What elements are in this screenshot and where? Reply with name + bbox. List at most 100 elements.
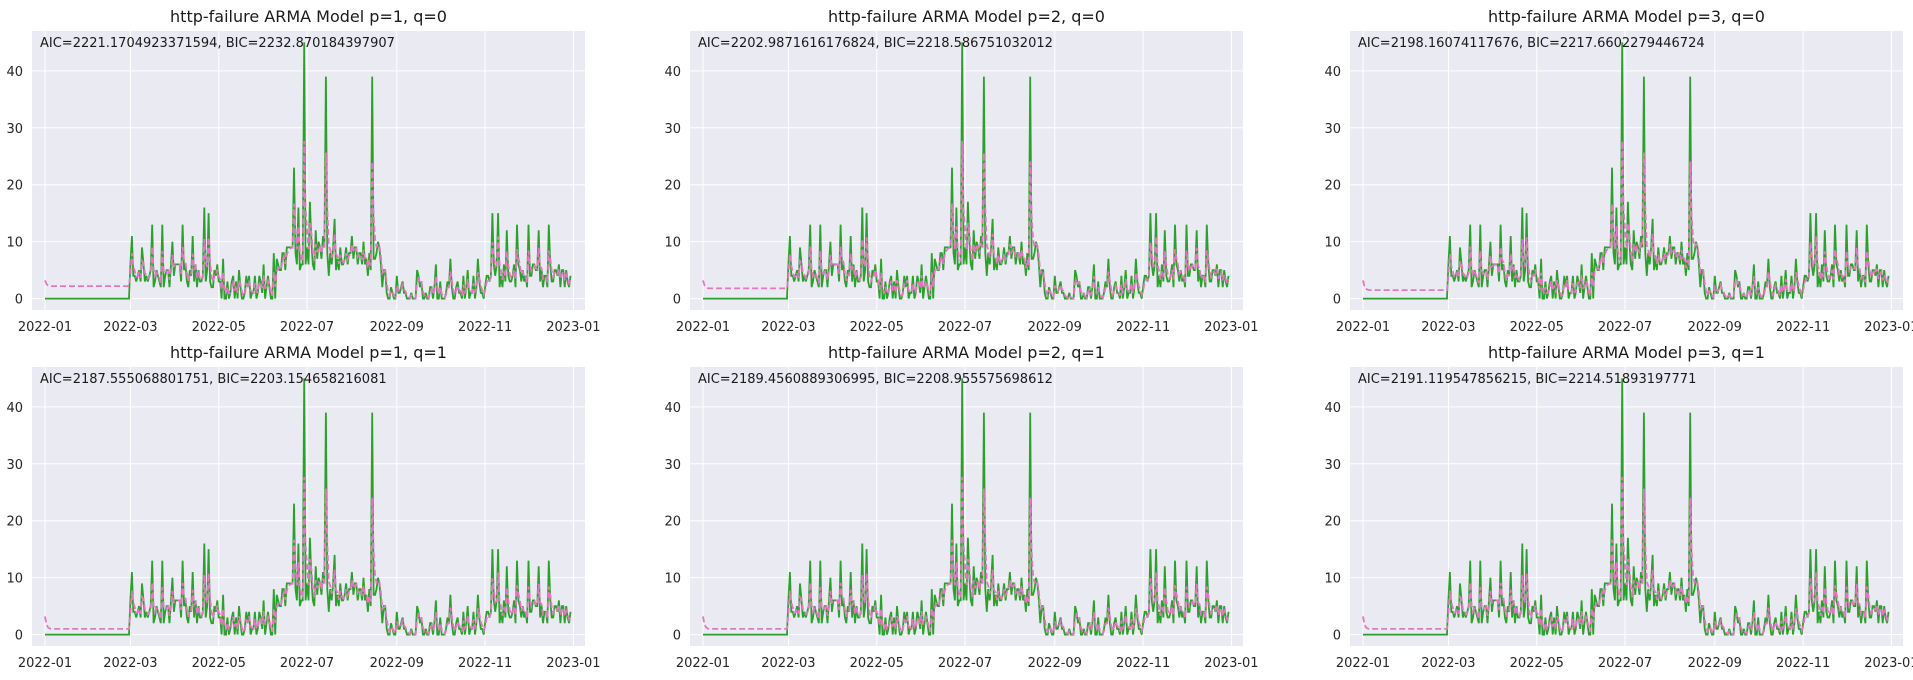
aic-bic-annotation: AIC=2221.1704923371594, BIC=2232.8701843… [40,36,395,51]
plot-area [32,367,585,646]
y-tick-label: 10 [6,236,23,251]
y-tick-label: 40 [1324,65,1341,80]
subplot-title: http-failure ARMA Model p=2, q=1 [828,343,1105,362]
y-tick-label: 0 [15,293,23,308]
y-tick-label: 20 [6,179,23,194]
subplot-title: http-failure ARMA Model p=1, q=0 [170,7,447,26]
y-tick-label: 30 [664,122,681,137]
plot-area [690,31,1243,310]
x-tick-label: 2022-11 [458,320,512,335]
x-tick-label: 2022-09 [370,656,424,671]
x-tick-label: 2022-05 [850,320,904,335]
aic-bic-annotation: AIC=2189.4560889306995, BIC=2208.9555756… [698,372,1053,387]
y-tick-label: 30 [6,458,23,473]
x-tick-label: 2022-11 [1776,320,1830,335]
x-tick-label: 2022-03 [1421,656,1475,671]
y-tick-label: 10 [1324,236,1341,251]
x-tick-label: 2022-05 [192,656,246,671]
x-tick-label: 2022-09 [1028,656,1082,671]
x-tick-label: 2022-09 [1688,320,1742,335]
y-tick-label: 20 [1324,515,1341,530]
x-tick-label: 2022-09 [370,320,424,335]
x-tick-label: 2023-01 [1864,320,1913,335]
x-tick-label: 2022-05 [850,656,904,671]
y-tick-label: 20 [1324,179,1341,194]
y-tick-label: 10 [664,236,681,251]
y-tick-label: 0 [1333,293,1341,308]
x-tick-label: 2022-11 [1116,656,1170,671]
x-tick-label: 2022-03 [1421,320,1475,335]
y-tick-label: 40 [1324,401,1341,416]
fitted-series-line [1362,140,1890,300]
subplot-title: http-failure ARMA Model p=3, q=0 [1488,7,1765,26]
subplot-title: http-failure ARMA Model p=2, q=0 [828,7,1105,26]
x-tick-label: 2023-01 [1204,656,1258,671]
subplot-3: 2022-01 2022-03 2022-05 2022-07 2022-09 2022-… [1324,7,1913,335]
y-tick-label: 0 [1333,629,1341,644]
fitted-series-line [44,140,572,300]
x-tick-label: 2022-01 [1336,320,1390,335]
x-tick-label: 2023-01 [1864,656,1913,671]
subplot-6: 2022-01 2022-03 2022-05 2022-07 2022-09 2022-… [1324,343,1913,671]
y-tick-label: 0 [673,629,681,644]
subplot-5: 2022-01 2022-03 2022-05 2022-07 2022-09 2022-… [664,343,1258,671]
fitted-series-line [702,476,1230,636]
x-tick-label: 2022-01 [1336,656,1390,671]
x-tick-label: 2022-03 [761,656,815,671]
y-tick-label: 10 [664,572,681,587]
x-tick-label: 2022-03 [103,656,157,671]
x-tick-label: 2022-09 [1028,320,1082,335]
y-tick-label: 20 [664,515,681,530]
y-tick-label: 40 [6,65,23,80]
fitted-series-line [702,140,1230,300]
y-tick-label: 20 [664,179,681,194]
subplot-4: 2022-01 2022-03 2022-05 2022-07 2022-09 2022-… [6,343,600,671]
x-tick-label: 2022-07 [1598,320,1652,335]
subplot-title: http-failure ARMA Model p=1, q=1 [170,343,447,362]
x-tick-label: 2022-05 [192,320,246,335]
x-tick-label: 2022-11 [458,656,512,671]
aic-bic-annotation: AIC=2198.16074117676, BIC=2217.660227944… [1358,36,1705,51]
x-tick-label: 2022-07 [280,320,334,335]
x-tick-label: 2022-01 [18,320,72,335]
aic-bic-annotation: AIC=2202.9871616176824, BIC=2218.5867510… [698,36,1053,51]
y-tick-label: 30 [1324,458,1341,473]
fitted-series-line [44,476,572,636]
y-tick-label: 20 [6,515,23,530]
aic-bic-annotation: AIC=2191.119547856215, BIC=2214.51893197… [1358,372,1696,387]
y-tick-label: 10 [1324,572,1341,587]
x-tick-label: 2022-07 [938,656,992,671]
x-tick-label: 2023-01 [546,656,600,671]
y-tick-label: 0 [15,629,23,644]
x-tick-label: 2022-01 [18,656,72,671]
subplot-2: 2022-01 2022-03 2022-05 2022-07 2022-09 2022-… [664,7,1258,335]
x-tick-label: 2022-07 [938,320,992,335]
y-tick-label: 30 [664,458,681,473]
plot-area [690,367,1243,646]
x-tick-label: 2022-05 [1510,320,1564,335]
y-tick-label: 40 [664,401,681,416]
fitted-series-line [1362,476,1890,636]
plot-area [1350,367,1903,646]
y-tick-label: 40 [664,65,681,80]
aic-bic-annotation: AIC=2187.555068801751, BIC=2203.15465821… [40,372,387,387]
y-tick-label: 40 [6,401,23,416]
x-tick-label: 2022-07 [280,656,334,671]
x-tick-label: 2022-05 [1510,656,1564,671]
x-tick-label: 2022-01 [676,320,730,335]
x-tick-label: 2023-01 [1204,320,1258,335]
y-tick-label: 10 [6,572,23,587]
plot-area [32,31,585,310]
x-tick-label: 2022-11 [1116,320,1170,335]
y-tick-label: 30 [1324,122,1341,137]
y-tick-label: 30 [6,122,23,137]
x-tick-label: 2022-03 [761,320,815,335]
subplot-1: 2022-01 2022-03 2022-05 2022-07 2022-09 2022-… [6,7,600,335]
plot-area [1350,31,1903,310]
x-tick-label: 2022-03 [103,320,157,335]
y-tick-label: 0 [673,293,681,308]
x-tick-label: 2023-01 [546,320,600,335]
x-tick-label: 2022-09 [1688,656,1742,671]
subplot-title: http-failure ARMA Model p=3, q=1 [1488,343,1765,362]
